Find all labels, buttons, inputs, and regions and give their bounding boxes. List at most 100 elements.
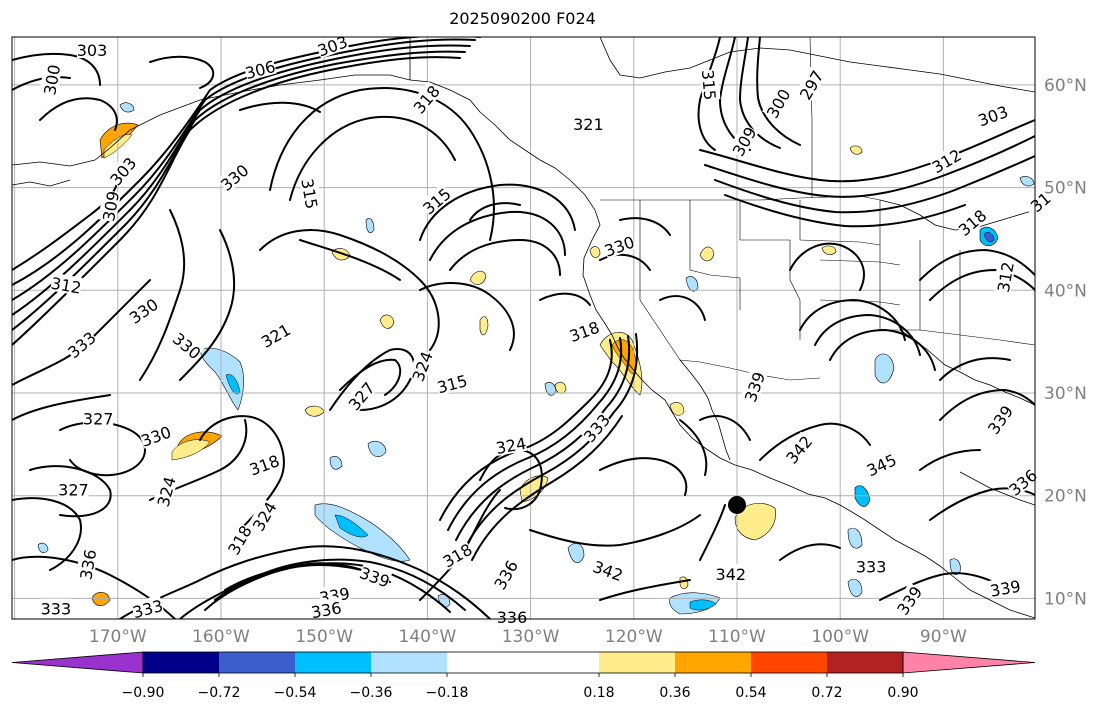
contour-label-background	[762, 85, 793, 121]
contour-label-background	[494, 432, 528, 456]
contour-label: 327	[83, 410, 114, 429]
contour-label-background	[125, 294, 161, 326]
contour-label-background	[40, 598, 71, 617]
contour-label-background	[728, 123, 759, 159]
colorbar-frame	[142, 651, 904, 674]
colorbar-tick-label: 0.72	[811, 685, 842, 701]
contour-label-background	[975, 101, 1010, 129]
longitude-labels: 170°W 160°W 150°W 140°W 130°W 120°W 110°W 100°W…	[89, 627, 967, 647]
longitude-tick-label: 160°W	[192, 627, 250, 647]
contour-label-background	[489, 556, 521, 592]
colorbar-segment	[751, 652, 827, 673]
colorbar-tick-labels: −0.90 −0.72 −0.54 −0.36 −0.18 0.18 0.36 0.54 0.7…	[122, 673, 919, 701]
colorbar-segment	[371, 652, 447, 673]
map-title: 2025090200 F024	[449, 9, 596, 28]
contour-label-background	[357, 562, 393, 590]
latitude-labels: 60°N 50°N 40°N 30°N 20°N 10°N	[1044, 76, 1087, 610]
contour-label: 333	[41, 600, 72, 619]
colorbar-segment	[827, 652, 903, 673]
colorbar-tick-label: 0.90	[887, 685, 918, 701]
longitude-tick-label: 170°W	[89, 627, 147, 647]
longitude-tick-label: 110°W	[708, 627, 766, 647]
contour-label-background	[248, 498, 279, 534]
colorbar-extend-low	[11, 651, 144, 674]
contour-label-background	[579, 409, 613, 445]
contour-label-background	[1004, 465, 1040, 499]
contour-label: 315	[698, 69, 720, 101]
coastlines	[12, 37, 1035, 619]
colorbar-segment	[675, 652, 751, 673]
contour-label-background	[152, 474, 178, 509]
plot-background	[12, 37, 1035, 619]
longitude-tick-label: 90°W	[920, 627, 967, 647]
colorbar-segment	[295, 652, 371, 673]
contour-label-background	[1022, 184, 1058, 218]
contour-label-background	[75, 548, 99, 581]
contour-label-background	[856, 556, 887, 575]
contour-label-background	[344, 378, 378, 413]
contour-label: 327	[58, 481, 89, 500]
graticule	[12, 37, 1035, 619]
colorbar	[11, 651, 1036, 674]
contour-label-background	[130, 595, 165, 621]
latitude-tick-label: 60°N	[1044, 76, 1087, 96]
contour-label: 342	[716, 565, 747, 584]
contour-label-background	[418, 183, 454, 217]
plot-frame	[11, 36, 1036, 620]
latitude-tick-label: 40°N	[1044, 281, 1087, 301]
colorbar-tick-label: −0.36	[350, 685, 393, 701]
contour-label-background	[309, 597, 343, 621]
longitude-tick-label: 150°W	[295, 627, 353, 647]
longitude-tick-label: 130°W	[502, 627, 560, 647]
colorbar-segment	[219, 652, 295, 673]
contour-label-background	[58, 479, 89, 498]
contour-label-background	[781, 431, 815, 467]
contour-label-background	[699, 69, 721, 101]
contour-label-background	[497, 606, 528, 625]
contour-label-background	[98, 189, 122, 223]
contour-label-background	[105, 153, 139, 188]
contour-label-background	[439, 539, 475, 570]
contour-label-background	[740, 369, 768, 404]
contour-label-background	[246, 450, 282, 478]
latitude-tick-label: 30°N	[1044, 384, 1087, 404]
contour-label-background	[983, 401, 1016, 437]
latitude-tick-label: 50°N	[1044, 179, 1087, 199]
longitude-tick-label: 140°W	[399, 627, 457, 647]
colorbar-tick-label: 0.54	[735, 685, 766, 701]
colorbar-segment	[143, 652, 219, 673]
contour-label-background	[407, 348, 435, 384]
contour-label-background	[573, 113, 604, 132]
contour-label-background	[314, 31, 350, 59]
contour-label-background	[892, 582, 925, 618]
contour-label-background	[435, 370, 469, 396]
contour-label: 333	[856, 558, 887, 577]
longitude-tick-label: 120°W	[605, 627, 663, 647]
colorbar-tick-label: −0.90	[122, 685, 165, 701]
contour-label-background	[863, 449, 899, 479]
contour-label-background	[223, 521, 255, 557]
contour-label-background	[299, 177, 323, 210]
contour-label-background	[601, 231, 637, 259]
colorbar-tick-label: −0.72	[198, 685, 241, 701]
theta-contours	[12, 37, 1035, 619]
colorbar-tick-label: −0.18	[426, 685, 469, 701]
contour-label-background	[566, 316, 602, 345]
contour-label-background	[988, 575, 1022, 599]
contour-label-background	[170, 328, 205, 362]
contour-label-background	[591, 556, 626, 584]
colorbar-extend-high	[902, 651, 1036, 674]
contour-label-background	[138, 421, 173, 449]
colorbar-tick-label: −0.54	[274, 685, 317, 701]
contour-label-background	[257, 319, 293, 350]
contour-label-background	[63, 327, 99, 361]
colorbar-segment	[599, 652, 675, 673]
latitude-tick-label: 10°N	[1044, 589, 1087, 609]
contour-label-background	[50, 272, 83, 296]
contour-label-background	[954, 205, 989, 239]
colorbar-segment	[447, 652, 599, 673]
contour-label-background	[715, 563, 746, 582]
latitude-tick-label: 20°N	[1044, 487, 1087, 507]
contour-label-background	[409, 81, 443, 116]
contour-label-background	[928, 144, 964, 176]
